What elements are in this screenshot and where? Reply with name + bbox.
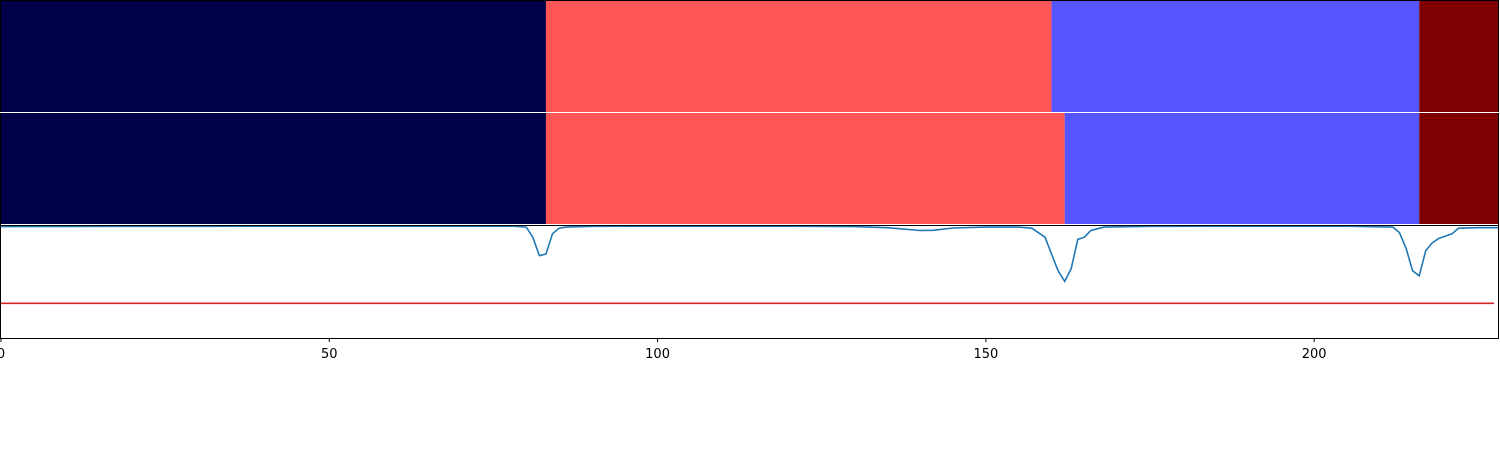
x-tick-label: 200 bbox=[1302, 347, 1327, 362]
chart-frame bbox=[0, 0, 1499, 339]
segment-row-1-bar-4 bbox=[1419, 1, 1498, 112]
segment-row-2-bar-1 bbox=[1, 113, 546, 224]
segment-rows bbox=[1, 1, 1498, 224]
segment-row-1-bar-1 bbox=[1, 1, 546, 112]
segment-row-1-bar-2 bbox=[545, 1, 1052, 112]
segment-row-1-bar-3 bbox=[1051, 1, 1420, 112]
x-tick-label: 150 bbox=[973, 347, 998, 362]
x-tick-label: 100 bbox=[645, 347, 670, 362]
signal-panel-background bbox=[1, 226, 1498, 338]
segment-row-2-bar-3 bbox=[1064, 113, 1420, 224]
signal-line bbox=[0, 225, 1498, 284]
segment-row-2-bar-4 bbox=[1419, 113, 1498, 224]
x-axis: 0 50 100 150 200 bbox=[0, 0, 1499, 362]
signal-panel bbox=[0, 225, 1498, 338]
x-tick-label: 0 bbox=[0, 347, 5, 362]
x-tick-label: 50 bbox=[321, 347, 338, 362]
segment-row-2-bar-2 bbox=[545, 113, 1065, 224]
